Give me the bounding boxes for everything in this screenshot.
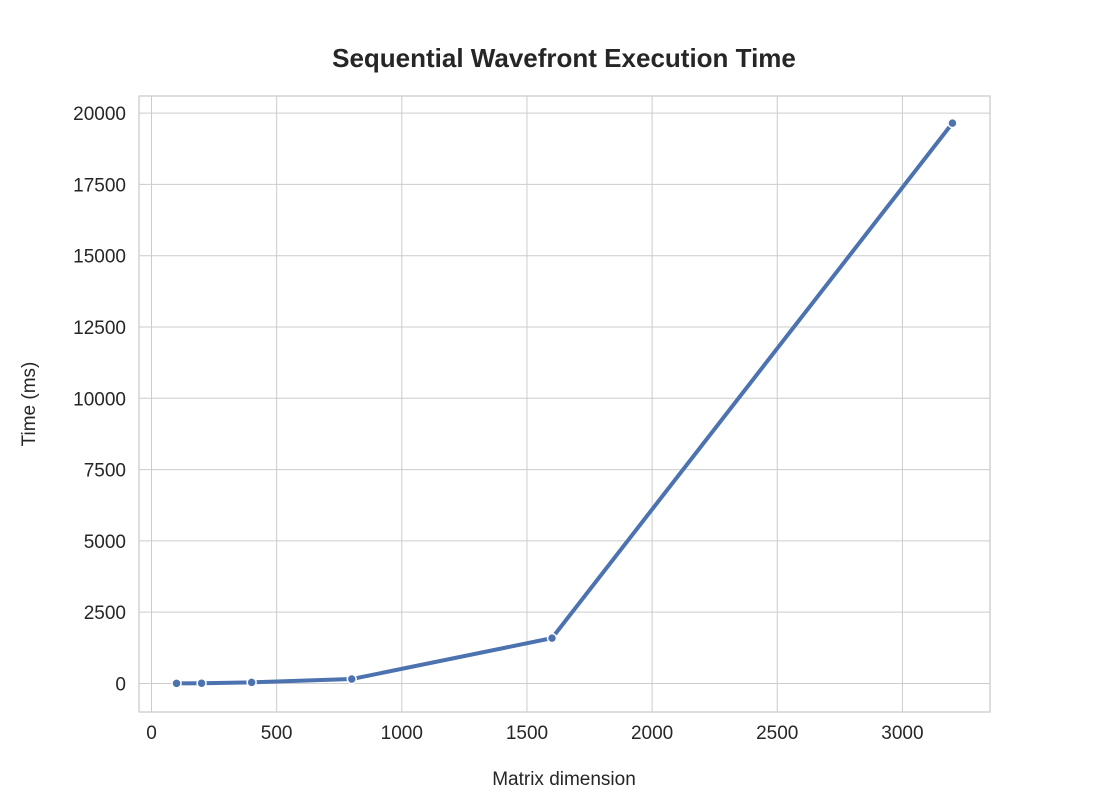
y-axis-ticks: 0 2500 5000 7500 10000 12500 15000 17500 20000: [73, 104, 126, 695]
data-point: [546, 632, 558, 644]
y-tick-label: 2500: [84, 603, 126, 624]
series-line: [174, 121, 955, 686]
y-tick-label: 15000: [73, 247, 126, 268]
y-tick-label: 7500: [84, 461, 126, 482]
x-axis-ticks: 0 500 1000 1500 2000 2500 3000: [146, 723, 923, 744]
x-tick-label: 1000: [381, 723, 423, 744]
x-tick-label: 2000: [631, 723, 673, 744]
y-tick-label: 0: [115, 674, 126, 695]
y-tick-label: 17500: [73, 175, 126, 196]
y-tick-label: 10000: [73, 389, 126, 410]
chart-title: Sequential Wavefront Execution Time: [332, 43, 796, 73]
y-tick-label: 12500: [73, 318, 126, 339]
y-tick-label: 20000: [73, 104, 126, 125]
data-point: [246, 677, 257, 688]
x-axis-label: Matrix dimension: [492, 769, 636, 790]
data-point: [947, 117, 958, 129]
x-tick-label: 500: [261, 723, 293, 744]
x-tick-label: 3000: [881, 723, 923, 744]
x-tick-label: 2500: [756, 723, 798, 744]
series-layer: [171, 117, 958, 689]
data-point: [171, 678, 182, 689]
data-point: [196, 677, 207, 689]
x-tick-label: 1500: [506, 723, 548, 744]
data-point: [346, 673, 357, 685]
x-tick-label: 0: [146, 723, 157, 744]
y-axis-label: Time (ms): [19, 362, 40, 447]
plot-area-frame: [138, 95, 991, 713]
y-tick-label: 5000: [84, 532, 126, 553]
